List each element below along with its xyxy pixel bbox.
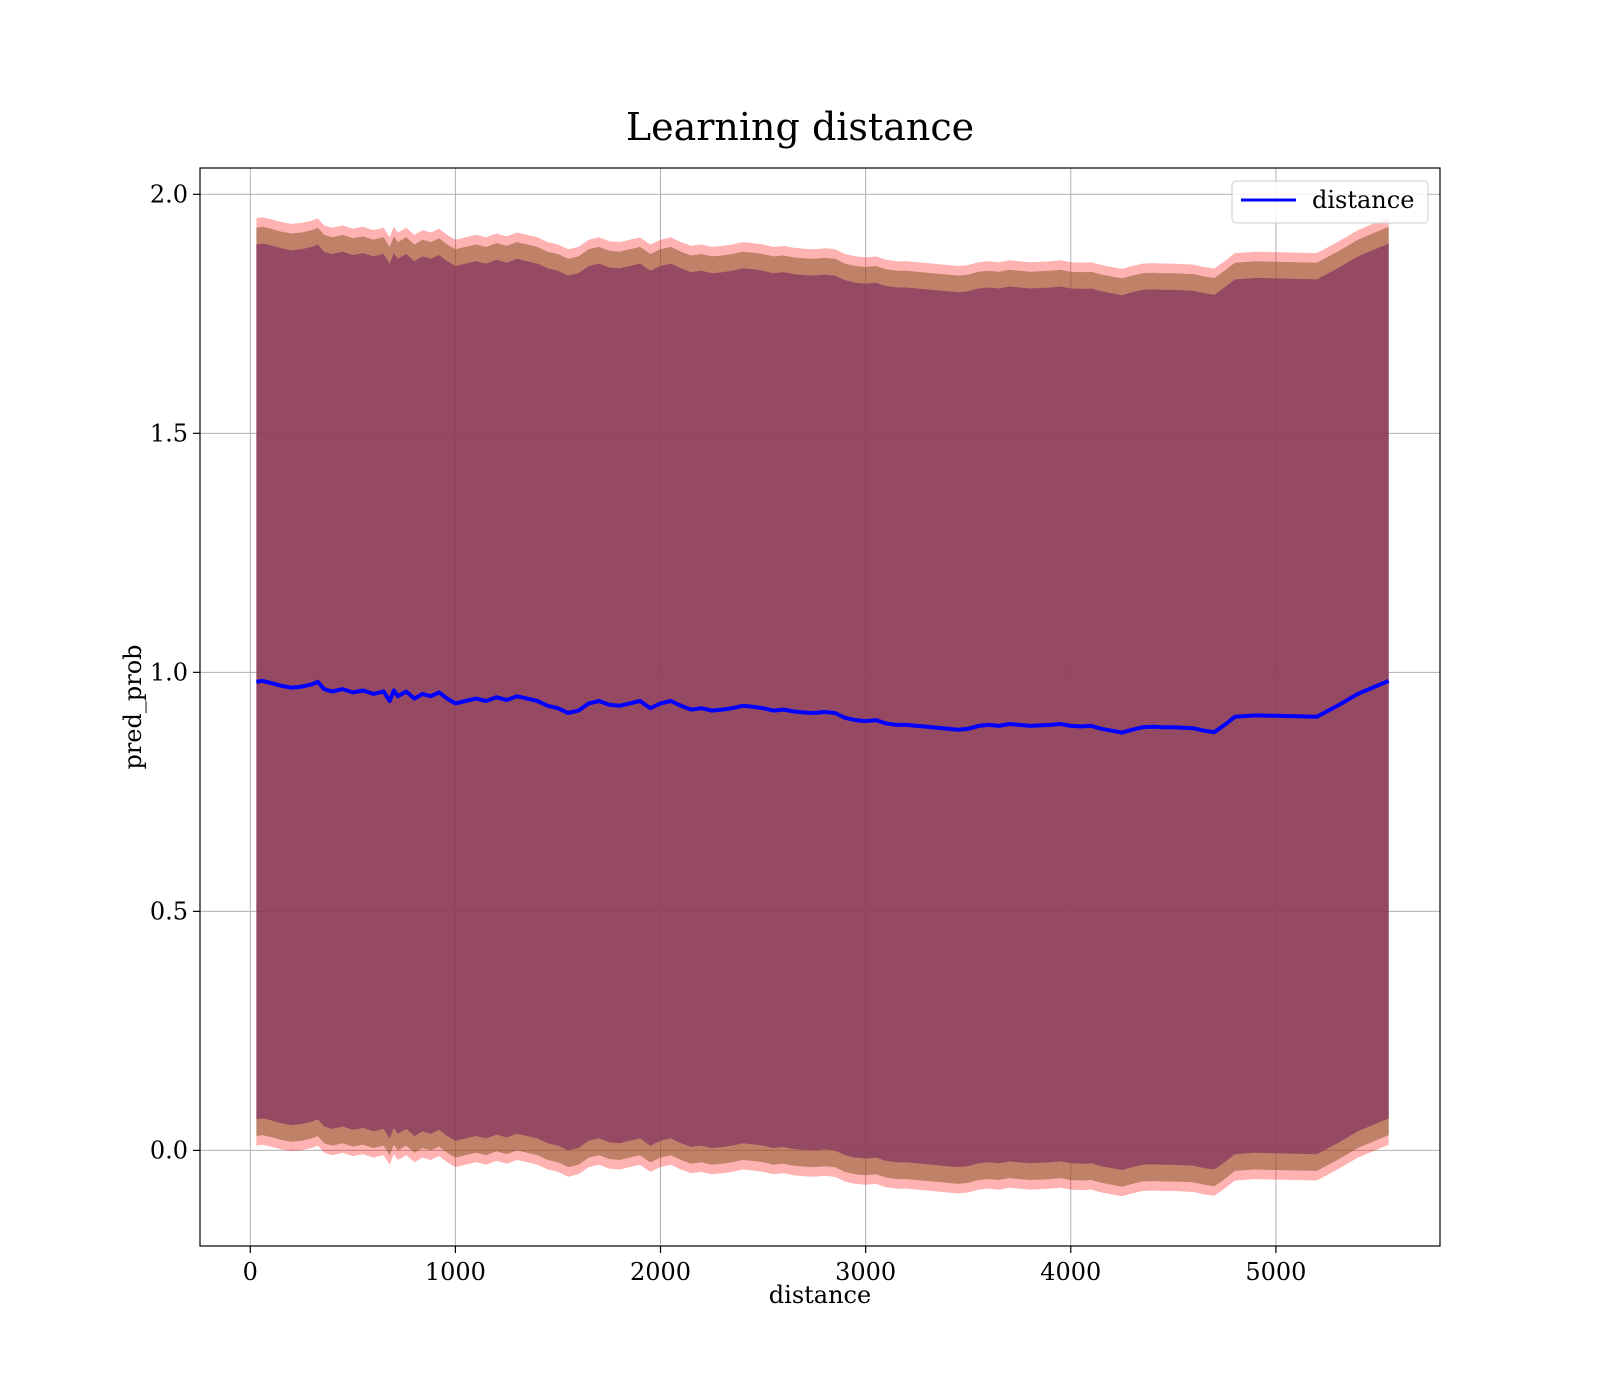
- x-tick-label: 3000: [835, 1258, 896, 1286]
- x-tick-label: 4000: [1040, 1258, 1101, 1286]
- x-tick-label: 0: [243, 1258, 258, 1286]
- band-inner: [256, 243, 1389, 1170]
- x-axis-label: distance: [769, 1281, 871, 1309]
- confidence-bands: [256, 217, 1389, 1197]
- y-axis-label: pred_prob: [119, 644, 147, 769]
- legend-box: [1231, 180, 1429, 224]
- y-tick-label: 1.0: [150, 658, 188, 686]
- y-tick-label: 0.0: [150, 1136, 188, 1164]
- x-tick-label: 5000: [1245, 1258, 1306, 1286]
- x-axis-ticks: 0 1000 2000 3000 4000 5000: [243, 1246, 1306, 1286]
- x-tick-label: 1000: [425, 1258, 486, 1286]
- y-tick-label: 1.5: [150, 419, 188, 447]
- y-tick-label: 0.5: [150, 897, 188, 925]
- series-line-distance: [256, 678, 1390, 735]
- plot-frame: [199, 167, 1441, 1247]
- y-axis-ticks: 0.0 0.5 1.0 1.5 2.0: [150, 180, 200, 1164]
- series-lines: [256, 678, 1390, 735]
- y-tick-label: 2.0: [150, 180, 188, 208]
- legend: distance: [1231, 180, 1429, 224]
- chart-title: Learning distance: [626, 105, 974, 149]
- legend-label: distance: [1312, 186, 1414, 214]
- x-tick-label: 2000: [630, 1258, 691, 1286]
